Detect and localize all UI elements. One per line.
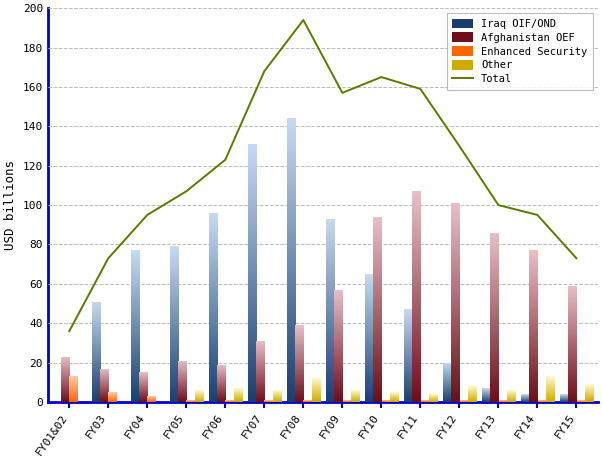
- Legend: Iraq OIF/OND, Afghanistan OEF, Enhanced Security, Other, Total: Iraq OIF/OND, Afghanistan OEF, Enhanced …: [447, 13, 592, 89]
- Y-axis label: USD billions: USD billions: [4, 160, 17, 250]
